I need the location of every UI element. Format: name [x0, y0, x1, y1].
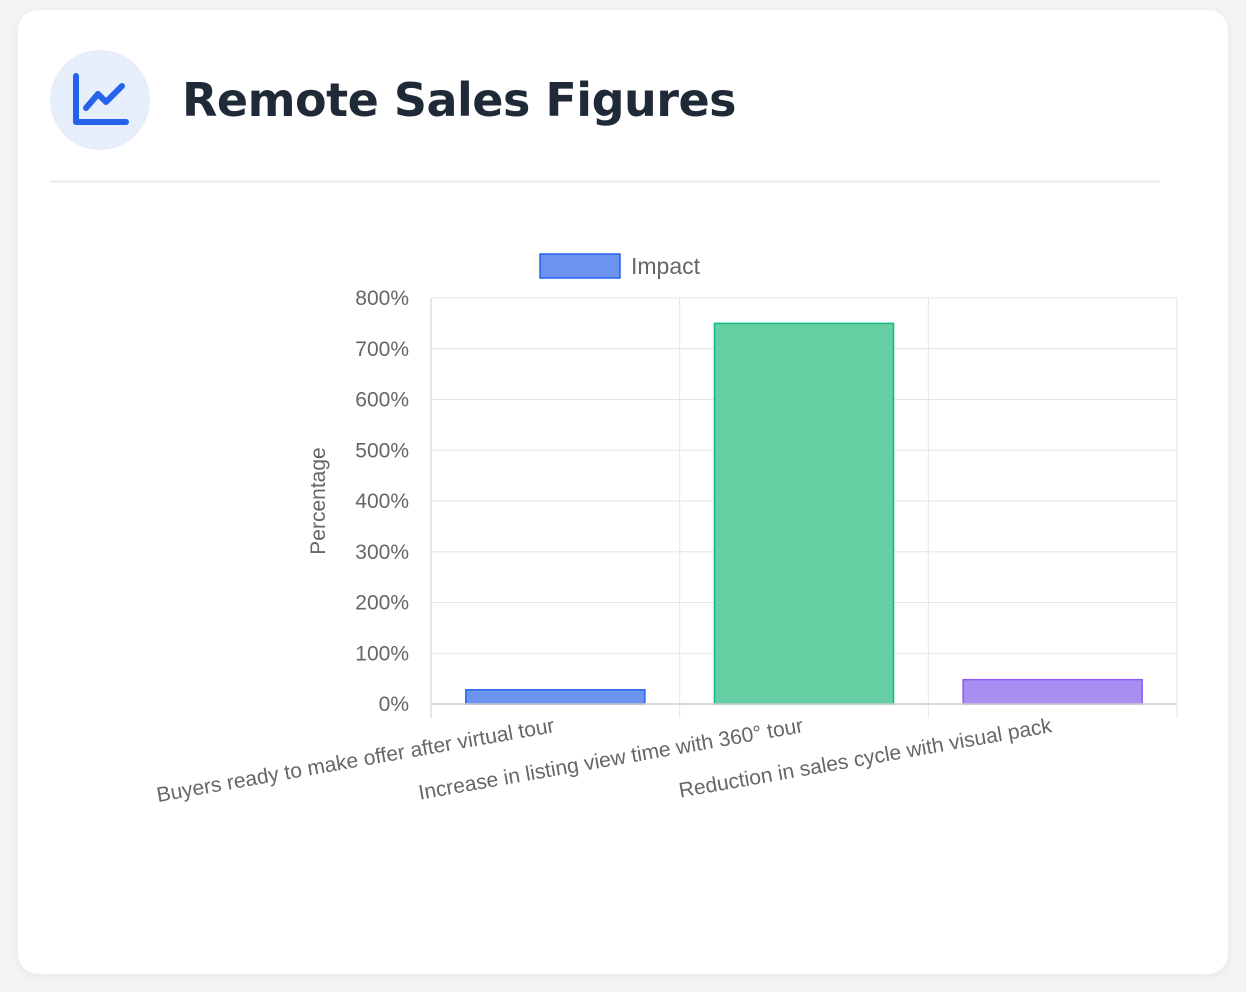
y-tick-label: 400%: [355, 490, 409, 513]
y-tick-label: 0%: [379, 693, 409, 716]
chart-line-icon: [50, 50, 150, 150]
y-tick-label: 800%: [355, 287, 409, 310]
card-header: Remote Sales Figures: [50, 50, 1160, 150]
y-tick-label: 200%: [355, 592, 409, 615]
y-tick-label: 600%: [355, 389, 409, 412]
y-axis-title: Percentage: [307, 447, 330, 554]
chart-card: [18, 10, 1228, 974]
bar[interactable]: [962, 678, 1143, 705]
legend-label: Impact: [631, 253, 701, 279]
y-tick-label: 100%: [355, 642, 409, 665]
y-tick-label: 300%: [355, 541, 409, 564]
page-title: Remote Sales Figures: [182, 73, 737, 127]
y-tick-label: 700%: [355, 338, 409, 361]
bar[interactable]: [713, 322, 895, 705]
bar[interactable]: [465, 689, 646, 705]
y-tick-label: 500%: [355, 439, 409, 462]
x-tick-label: Buyers ready to make offer after virtual…: [155, 714, 556, 807]
legend-swatch[interactable]: [539, 253, 621, 279]
header-divider: [50, 180, 1160, 183]
